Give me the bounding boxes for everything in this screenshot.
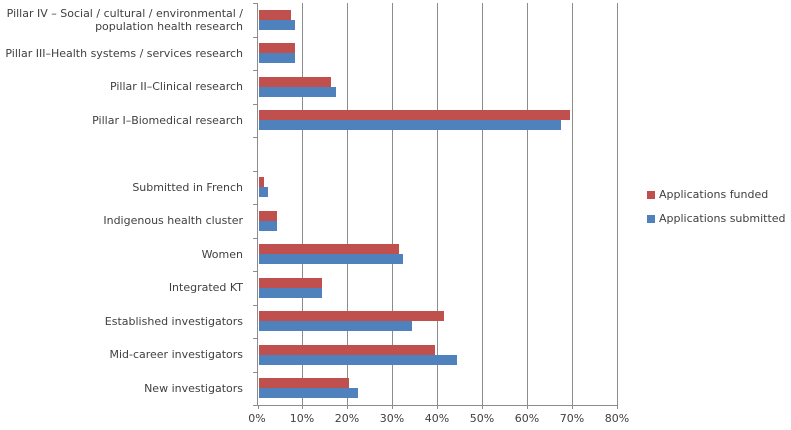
gridline: [437, 3, 438, 405]
bar-funded: [259, 77, 331, 87]
legend: Applications funded Applications submitt…: [647, 188, 786, 225]
bar-submitted: [259, 187, 268, 197]
category-label: Pillar II–Clinical research: [109, 80, 243, 94]
bar-funded: [259, 378, 349, 388]
x-axis-tick: [617, 405, 618, 409]
x-axis-tick: [302, 405, 303, 409]
bar-funded: [259, 345, 435, 355]
x-axis-tick-label: 20%: [334, 412, 360, 425]
plot-area: [253, 3, 618, 409]
y-axis-tick: [253, 3, 257, 4]
x-axis-tick-label: 50%: [469, 412, 495, 425]
x-axis-tick-label: 80%: [604, 412, 630, 425]
x-axis-tick: [572, 405, 573, 409]
bar-submitted: [259, 288, 322, 298]
bar-funded: [259, 244, 399, 254]
x-axis-tick: [347, 405, 348, 409]
legend-item-funded: Applications funded: [647, 188, 786, 201]
y-axis-tick: [253, 305, 257, 306]
y-axis-tick: [253, 338, 257, 339]
y-axis-tick: [253, 37, 257, 38]
x-axis-tick: [258, 405, 259, 409]
bar-submitted: [259, 87, 336, 97]
gridline: [302, 3, 303, 405]
x-axis-tick: [392, 405, 393, 409]
bar-submitted: [259, 120, 561, 130]
y-axis-tick: [253, 405, 257, 406]
category-label: Indigenous health cluster: [103, 214, 243, 228]
bar-funded: [259, 278, 322, 288]
x-axis-tick-label: 30%: [379, 412, 405, 425]
bar-funded: [259, 177, 264, 187]
y-axis-tick: [253, 137, 257, 138]
bar-submitted: [259, 221, 277, 231]
category-label: Established investigators: [104, 314, 243, 328]
y-axis-tick: [253, 271, 257, 272]
legend-label-funded: Applications funded: [659, 188, 769, 201]
bar-funded: [259, 110, 570, 120]
category-label: Women: [201, 247, 243, 261]
bar-funded: [259, 311, 444, 321]
y-axis-tick: [253, 372, 257, 373]
x-axis-tick-label: 40%: [424, 412, 450, 425]
gridline: [617, 3, 618, 405]
gridline: [527, 3, 528, 405]
category-label: Pillar I–Biomedical research: [92, 113, 243, 127]
bar-submitted: [259, 20, 295, 30]
bar-submitted: [259, 321, 412, 331]
gridline: [347, 3, 348, 405]
x-axis-tick: [482, 405, 483, 409]
category-label: Mid-career investigators: [109, 348, 243, 362]
bar-submitted: [259, 254, 403, 264]
legend-item-submitted: Applications submitted: [647, 212, 786, 225]
category-label: Pillar IV – Social / cultural / environm…: [6, 6, 243, 33]
y-axis-tick: [253, 104, 257, 105]
gridline: [392, 3, 393, 405]
x-axis-tick-label: 10%: [289, 412, 315, 425]
x-axis-tick-label: 0%: [248, 412, 266, 425]
y-axis-tick: [253, 204, 257, 205]
bar-funded: [259, 10, 291, 20]
y-axis-tick: [253, 70, 257, 71]
bar-submitted: [259, 388, 358, 398]
bar-funded: [259, 43, 295, 53]
category-label: Submitted in French: [132, 180, 243, 194]
x-axis-tick-label: 70%: [559, 412, 585, 425]
x-axis-tick: [527, 405, 528, 409]
category-label: Integrated KT: [168, 281, 243, 295]
legend-label-submitted: Applications submitted: [659, 212, 786, 225]
bar-submitted: [259, 53, 295, 63]
gridline: [572, 3, 573, 405]
gridline: [482, 3, 483, 405]
y-axis-tick: [253, 238, 257, 239]
y-axis-tick: [253, 171, 257, 172]
x-axis-tick-label: 60%: [514, 412, 540, 425]
x-axis-tick: [437, 405, 438, 409]
category-label: Pillar III–Health systems / services res…: [5, 46, 243, 60]
bar-funded: [259, 211, 277, 221]
bar-submitted: [259, 355, 457, 365]
funded-swatch-icon: [647, 190, 655, 199]
category-label: New investigators: [144, 381, 243, 395]
submitted-swatch-icon: [647, 214, 655, 223]
